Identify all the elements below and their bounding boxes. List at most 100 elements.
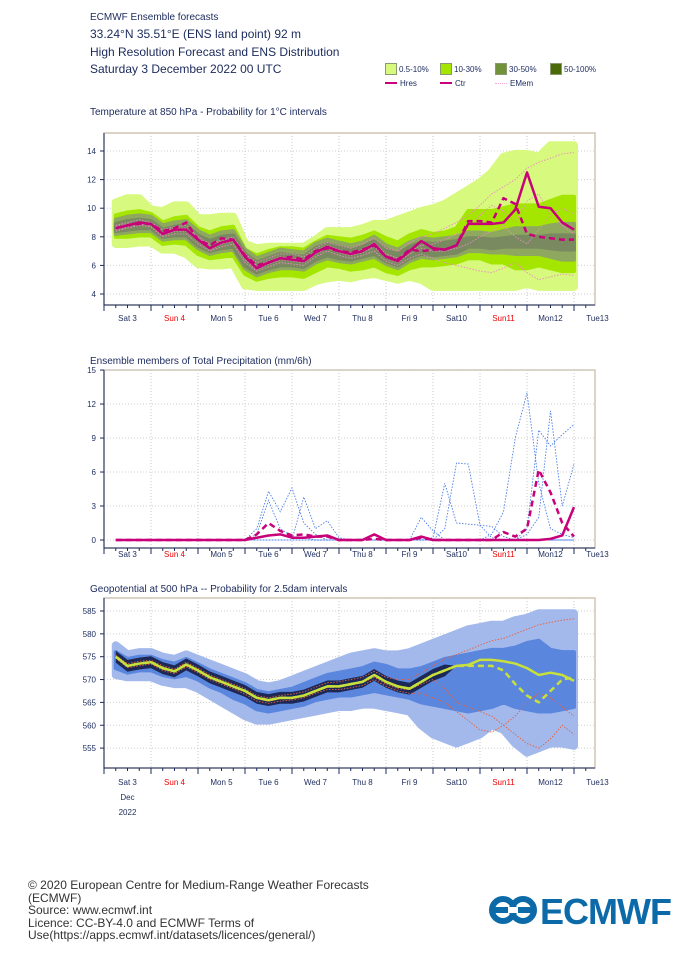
y-tick-label: 585	[83, 607, 97, 616]
y-tick-label: 580	[83, 630, 97, 639]
geopotential-panel-title: Geopotential at 500 hPa -- Probability f…	[90, 584, 348, 595]
x-day-label: Sun 4	[164, 550, 185, 559]
x-day-label: Sat 3	[118, 314, 137, 323]
x-day-label: Sun11	[492, 314, 515, 323]
header-product: ECMWF Ensemble forecasts	[90, 12, 219, 23]
x-day-label: Sat 3	[118, 550, 137, 559]
x-day-label: Sun11	[492, 778, 515, 787]
x-month-label: Dec	[120, 793, 134, 802]
legend-label: 0.5-10%	[399, 64, 429, 74]
x-day-label: Wed 7	[304, 314, 328, 323]
x-day-label: Sun 4	[164, 314, 185, 323]
y-tick-label: 560	[83, 721, 97, 730]
precipitation-chart: 0 3 6 9 12 15 Sat 3 Sun 4 Mon 5 Tue 6 Wed 7 Thu 8 Fr…	[87, 366, 609, 559]
legend-band-30-50: 30-50%	[495, 63, 550, 75]
x-day-label: Thu 8	[352, 314, 373, 323]
y-tick-label: 6	[92, 261, 97, 270]
x-day-label: Tue 6	[258, 778, 279, 787]
x-day-label: Wed 7	[304, 778, 328, 787]
legend-emem: EMem	[495, 79, 550, 88]
x-day-label: Thu 8	[352, 550, 373, 559]
y-tick-label: 570	[83, 676, 97, 685]
ensemble-member-line	[115, 618, 575, 699]
x-day-label: Sat10	[446, 550, 467, 559]
ecmwf-logo-text: ECMWF	[540, 891, 672, 930]
header-date: Saturday 3 December 2022 00 UTC	[90, 62, 282, 76]
legend-label: EMem	[510, 78, 534, 88]
ecmwf-logo: ECMWF	[489, 891, 672, 930]
ctr-line	[115, 506, 576, 542]
y-tick-label: 12	[87, 400, 96, 409]
precipitation-plot-area	[115, 392, 576, 542]
legend-band-50-100: 50-100%	[550, 63, 605, 75]
swatch-0-5-10	[385, 63, 397, 75]
geopotential-chart: 555 560 565 570 575 580 585 Sat 3 Sun 4 Mon 5 Tue …	[83, 597, 609, 817]
header-location: 33.24°N 35.51°E (ENS land point) 92 m	[90, 27, 302, 41]
x-day-label: Sun11	[492, 550, 515, 559]
hres-line-icon	[385, 82, 397, 84]
temperature-plot-area	[111, 141, 578, 291]
y-tick-label: 4	[92, 290, 97, 299]
legend: 0.5-10% 10-30% 30-50% 50-100% Hres Ctr E…	[385, 62, 605, 90]
x-day-label: Tue 6	[258, 314, 279, 323]
probability-band-30-50-	[113, 213, 576, 278]
legend-label: 10-30%	[454, 64, 482, 74]
y-tick-label: 12	[87, 176, 96, 185]
probability-band	[113, 638, 576, 714]
ctr-line	[115, 171, 575, 270]
x-day-label: Tue 6	[258, 550, 279, 559]
y-tick-label: 0	[92, 536, 97, 545]
y-tick-label: 565	[83, 698, 97, 707]
y-tick-label: 9	[92, 434, 97, 443]
emem-line-icon	[495, 82, 507, 84]
y-tick-label: 6	[92, 468, 97, 477]
x-day-label: Sat10	[446, 314, 467, 323]
x-day-label: Wed 7	[304, 550, 328, 559]
source-text: Source: www.ecmwf.int	[28, 903, 153, 917]
y-tick-label: 575	[83, 653, 97, 662]
y-tick-label: 15	[87, 366, 96, 375]
legend-label: 50-100%	[564, 64, 597, 74]
probability-band-10-30-	[113, 194, 576, 282]
ctr-line	[114, 655, 575, 702]
hres-line	[115, 468, 575, 542]
swatch-10-30	[440, 63, 452, 75]
legend-label: Hres	[400, 78, 417, 88]
precipitation-plot-frame	[103, 369, 596, 549]
x-day-label: Sat10	[446, 778, 467, 787]
x-day-label: Sun 4	[164, 778, 185, 787]
x-year-label: 2022	[119, 808, 137, 817]
header-subtitle: High Resolution Forecast and ENS Distrib…	[90, 45, 340, 59]
x-day-label: Mon 5	[210, 778, 233, 787]
y-tick-label: 8	[92, 233, 97, 242]
x-day-label: Fri 9	[402, 550, 419, 559]
x-day-label: Tue13	[586, 314, 609, 323]
x-day-label: Mon12	[538, 314, 563, 323]
legend-label: Ctr	[455, 78, 466, 88]
ensemble-member-line	[115, 207, 575, 271]
y-tick-label: 10	[87, 204, 96, 213]
legend-band-0-5-10: 0.5-10%	[385, 63, 440, 75]
legend-ctr: Ctr	[440, 79, 495, 88]
legend-label: 30-50%	[509, 64, 537, 74]
x-day-label: Mon 5	[210, 550, 233, 559]
x-day-label: Mon12	[538, 550, 563, 559]
x-day-label: Mon12	[538, 778, 563, 787]
legend-band-10-30: 10-30%	[440, 63, 495, 75]
swatch-50-100	[550, 63, 562, 75]
y-tick-label: 3	[92, 502, 97, 511]
licence-text: Licence: CC-BY-4.0 and ECMWF Terms of Us…	[28, 915, 316, 942]
x-day-label: Fri 9	[402, 314, 419, 323]
x-day-label: Thu 8	[352, 778, 373, 787]
x-day-label: Fri 9	[402, 778, 419, 787]
copyright-text: © 2020 European Centre for Medium-Range …	[28, 878, 369, 905]
geopotential-plot-area	[111, 609, 578, 757]
swatch-30-50	[495, 63, 507, 75]
y-tick-label: 14	[87, 147, 96, 156]
x-day-label: Tue13	[586, 778, 609, 787]
temperature-chart: 4 6 8 10 12 14 Sat 3 Sun 4 Mon 5 Tue 6 Wed 7 Thu 8 F…	[87, 132, 609, 323]
ensemble-member-line	[115, 657, 575, 733]
precipitation-panel-title: Ensemble members of Total Precipitation …	[90, 356, 312, 367]
x-day-label: Tue13	[586, 550, 609, 559]
